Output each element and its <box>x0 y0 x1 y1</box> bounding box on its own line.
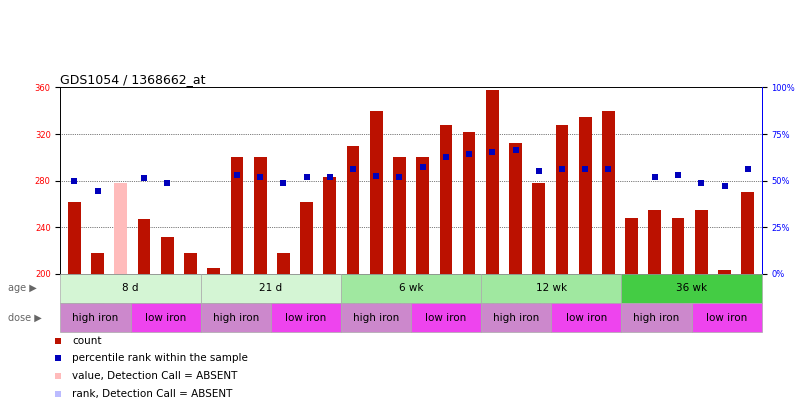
Bar <box>254 157 267 274</box>
Bar <box>114 183 127 274</box>
Text: rank, Detection Call = ABSENT: rank, Detection Call = ABSENT <box>72 389 232 399</box>
Bar <box>60 303 131 332</box>
Text: high iron: high iron <box>213 313 259 322</box>
Text: value, Detection Call = ABSENT: value, Detection Call = ABSENT <box>72 371 238 381</box>
Bar <box>201 303 271 332</box>
Text: high iron: high iron <box>353 313 399 322</box>
Bar <box>370 111 383 274</box>
Bar <box>695 210 708 274</box>
Text: high iron: high iron <box>73 313 118 322</box>
Bar <box>486 90 499 274</box>
Bar <box>621 303 692 332</box>
Text: low iron: low iron <box>285 313 326 322</box>
Bar <box>692 303 762 332</box>
Bar <box>131 303 201 332</box>
Text: GDS1054 / 1368662_at: GDS1054 / 1368662_at <box>60 73 206 86</box>
Text: high iron: high iron <box>493 313 539 322</box>
Bar <box>341 274 481 303</box>
Bar <box>439 125 452 274</box>
Bar <box>277 253 289 274</box>
Text: low iron: low iron <box>426 313 467 322</box>
Text: 8 d: 8 d <box>123 284 139 293</box>
Bar <box>68 202 81 274</box>
Bar <box>323 177 336 274</box>
Bar <box>481 303 551 332</box>
Bar <box>347 146 359 274</box>
Bar <box>551 303 621 332</box>
Bar <box>602 111 615 274</box>
Text: low iron: low iron <box>706 313 747 322</box>
Bar <box>533 183 545 274</box>
Bar <box>481 274 621 303</box>
Text: 6 wk: 6 wk <box>399 284 423 293</box>
Bar <box>231 157 243 274</box>
Bar <box>742 192 754 274</box>
Bar <box>184 253 197 274</box>
Bar <box>671 218 684 274</box>
Bar <box>718 270 731 274</box>
Bar <box>300 202 313 274</box>
Bar <box>161 237 173 274</box>
Text: count: count <box>72 336 102 345</box>
Text: age ▶: age ▶ <box>8 284 37 293</box>
Bar <box>271 303 341 332</box>
Bar <box>201 274 341 303</box>
Text: percentile rank within the sample: percentile rank within the sample <box>72 353 248 363</box>
Bar <box>625 218 638 274</box>
Text: 36 wk: 36 wk <box>676 284 707 293</box>
Bar <box>207 268 220 274</box>
Text: dose ▶: dose ▶ <box>8 313 42 322</box>
Bar <box>649 210 661 274</box>
Bar <box>621 274 762 303</box>
Text: low iron: low iron <box>566 313 607 322</box>
Bar <box>411 303 481 332</box>
Bar <box>138 219 151 274</box>
Bar <box>555 125 568 274</box>
Text: 12 wk: 12 wk <box>536 284 567 293</box>
Bar <box>91 253 104 274</box>
Bar <box>509 143 522 274</box>
Bar <box>393 157 406 274</box>
Bar <box>60 274 201 303</box>
Bar <box>579 117 592 274</box>
Text: low iron: low iron <box>145 313 186 322</box>
Text: high iron: high iron <box>634 313 679 322</box>
Text: 21 d: 21 d <box>260 284 282 293</box>
Bar <box>463 132 476 274</box>
Bar <box>416 157 429 274</box>
Bar <box>341 303 411 332</box>
